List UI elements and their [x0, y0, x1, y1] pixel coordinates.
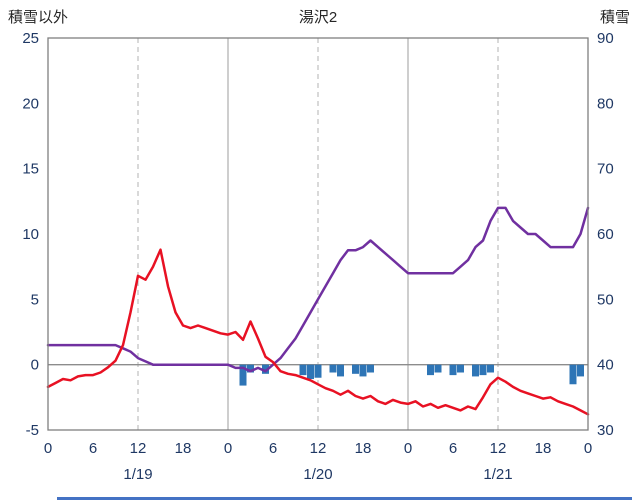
right-axis-tick: 30	[597, 422, 614, 439]
hour-tick-label: 6	[449, 440, 457, 457]
precip-bar	[239, 364, 247, 386]
hour-tick-label: 18	[535, 440, 552, 457]
precip-bar	[307, 364, 314, 380]
precip-bar	[352, 364, 359, 374]
precip-bar	[427, 364, 434, 376]
bottom-edge-line	[57, 497, 632, 500]
right-axis-tick: 70	[597, 161, 614, 178]
hour-tick-label: 18	[355, 440, 372, 457]
plot-border	[47, 37, 589, 431]
precip-bar	[359, 364, 367, 377]
chart-title: 湯沢2	[298, 9, 338, 26]
left-axis-title: 積雪以外	[8, 9, 69, 26]
hour-tick-label: 0	[584, 440, 592, 457]
precip-bar	[457, 364, 464, 373]
hour-tick-label: 0	[224, 440, 232, 457]
hour-tick-label: 6	[269, 440, 277, 457]
precip-bar	[314, 364, 322, 378]
left-axis-tick: 0	[31, 357, 39, 374]
precip-bar	[569, 364, 577, 385]
precip-bar	[329, 364, 337, 373]
right-axis-tick: 90	[597, 30, 614, 47]
right-axis-tick: 80	[597, 95, 614, 112]
precip-bar	[367, 364, 374, 373]
hour-tick-label: 0	[44, 440, 52, 457]
hour-tick-label: 12	[490, 440, 507, 457]
left-axis-tick: 10	[22, 226, 39, 243]
right-axis-tick: 40	[597, 357, 614, 374]
date-label: 1/19	[123, 466, 152, 483]
left-axis-tick: 20	[22, 95, 39, 112]
precip-bar	[262, 364, 269, 374]
red-line	[46, 248, 590, 416]
right-axis-tick: 50	[597, 291, 614, 308]
precip-bar	[337, 364, 344, 377]
hour-tick-label: 6	[89, 440, 97, 457]
hour-tick-label: 0	[404, 440, 412, 457]
left-axis-tick: 25	[22, 30, 39, 47]
right-axis-tick: 60	[597, 226, 614, 243]
precip-bar	[247, 364, 254, 373]
right-axis-title: 積雪	[599, 9, 630, 26]
date-label: 1/20	[303, 466, 332, 483]
left-axis-tick: 5	[31, 291, 39, 308]
precip-bar	[577, 364, 584, 377]
date-label: 1/21	[483, 466, 512, 483]
precip-bar	[299, 364, 307, 376]
precip-bar	[449, 364, 457, 376]
precip-bar	[479, 364, 487, 376]
precip-bar	[434, 364, 442, 373]
hour-tick-label: 12	[310, 440, 327, 457]
hour-tick-label: 18	[175, 440, 192, 457]
precip-bar	[487, 364, 494, 373]
purple-line	[46, 206, 590, 373]
precip-bar	[472, 364, 479, 377]
left-axis-tick: -5	[26, 422, 39, 439]
hour-tick-label: 12	[130, 440, 147, 457]
left-axis-tick: 15	[22, 161, 39, 178]
